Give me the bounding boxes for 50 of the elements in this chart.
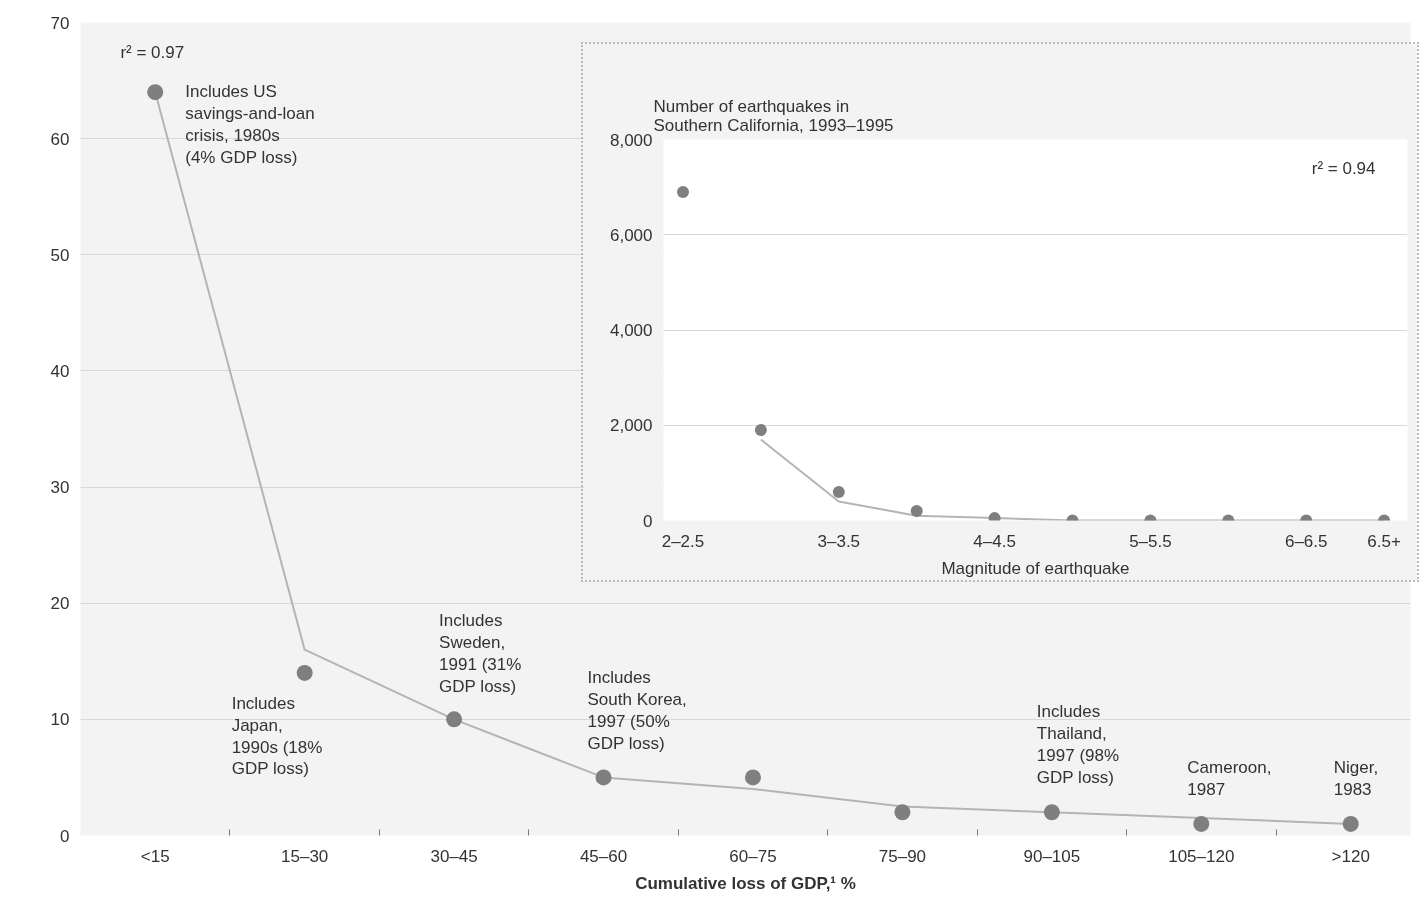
x-tick-label: 105–120: [1168, 846, 1235, 866]
annotation: Includes US savings-and-loan crisis, 1980s (4% GDP loss): [185, 82, 315, 167]
annotation: Includes Thailand, 1997 (98% GDP loss): [1036, 702, 1120, 787]
y-tick-label: 10: [50, 710, 70, 730]
point: [296, 664, 313, 681]
annotation: r² = 0.97: [120, 42, 185, 62]
annotation: r² = 0.94: [1311, 158, 1376, 178]
x-tick-label: 2–2.5: [661, 531, 705, 551]
y-tick-label: 0: [643, 511, 653, 531]
x-tick-label: 75–90: [878, 846, 927, 866]
point: [894, 804, 911, 821]
x-tick-label: 6–6.5: [1284, 531, 1328, 551]
y-tick-label: 30: [50, 478, 70, 498]
y-tick-label: 40: [50, 361, 70, 381]
point: [1193, 815, 1210, 832]
x-tick-label: <15: [140, 846, 170, 866]
x-tick-label: 90–105: [1023, 846, 1081, 866]
x-tick-label: >120: [1331, 846, 1370, 866]
point: [446, 711, 463, 728]
chart-title: Number of earthquakes in Southern California, 1993–1995: [653, 96, 894, 135]
y-tick-label: 8,000: [609, 130, 653, 150]
x-tick-label: 5–5.5: [1129, 531, 1172, 551]
annotation: Includes Sweden, 1991 (31% GDP loss): [439, 611, 522, 696]
annotation: Niger, 1983: [1333, 757, 1379, 799]
x-tick-label: 45–60: [579, 846, 628, 866]
y-tick-label: 2,000: [609, 416, 653, 436]
y-tick-label: 0: [60, 826, 70, 846]
y-tick-label: 6,000: [609, 225, 653, 245]
y-tick-label: 50: [50, 245, 70, 265]
point: [676, 185, 689, 198]
annotation: Includes South Korea, 1997 (50% GDP loss): [587, 668, 687, 753]
point: [1342, 815, 1359, 832]
x-tick-label: 4–4.5: [973, 531, 1016, 551]
y-tick-label: 60: [50, 129, 70, 149]
point: [1043, 804, 1060, 821]
x-tick-label: 3–3.5: [817, 531, 861, 551]
y-tick-label: 70: [50, 13, 70, 33]
annotation: Includes Japan, 1990s (18% GDP loss): [231, 693, 323, 779]
x-axis-title: Cumulative loss of GDP,¹ %: [635, 873, 856, 893]
x-tick-label: 15–30: [281, 846, 329, 866]
x-tick-label: 6.5+: [1367, 531, 1401, 551]
x-axis-title: Magnitude of earthquake: [941, 558, 1130, 578]
annotation: Cameroon, 1987: [1187, 757, 1272, 799]
point: [595, 769, 612, 786]
x-tick-label: 30–45: [430, 846, 478, 866]
point: [147, 84, 164, 101]
y-tick-label: 4,000: [609, 321, 653, 340]
y-tick-label: 20: [50, 594, 70, 614]
point: [744, 769, 761, 786]
x-tick-label: 60–75: [729, 846, 777, 866]
